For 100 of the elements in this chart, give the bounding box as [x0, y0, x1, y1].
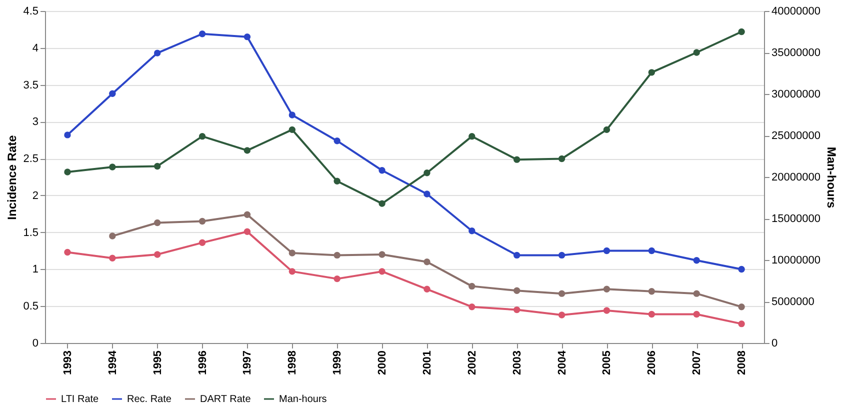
point	[424, 258, 430, 266]
point	[244, 211, 251, 218]
y-tick-label: 1	[32, 264, 38, 276]
point	[558, 290, 566, 297]
point	[109, 164, 116, 170]
point	[378, 200, 386, 207]
point	[378, 251, 386, 258]
y-tick-label: 3	[32, 116, 38, 128]
point	[603, 247, 610, 254]
x-tick-label: 2005	[601, 350, 614, 375]
point	[64, 248, 71, 256]
y-tick-label: 1.5	[23, 226, 38, 239]
point	[334, 275, 340, 282]
y-tick-label: 2.5	[23, 153, 38, 166]
point	[109, 232, 116, 240]
y2-axis-title: Man-hours	[824, 146, 838, 208]
point	[244, 147, 251, 154]
y2-tick-label: 10000000	[772, 254, 820, 266]
point	[244, 228, 251, 235]
point	[738, 266, 745, 273]
y-tick-label: 4	[32, 42, 38, 54]
y-axis-title: Incidence Rate	[5, 134, 20, 220]
point	[334, 252, 340, 259]
point	[198, 239, 206, 246]
point	[334, 178, 340, 184]
point	[378, 167, 386, 174]
x-tick-label: 1994	[106, 350, 119, 375]
point	[468, 228, 476, 234]
legend-label: Rec. Rate	[127, 394, 172, 405]
y2-tick-label: 35000000	[772, 47, 820, 59]
y2-tick-label: 25000000	[772, 130, 820, 142]
point	[154, 50, 161, 56]
point	[64, 168, 71, 176]
point	[648, 288, 656, 295]
y-tick-label: 0	[32, 338, 38, 350]
point	[513, 156, 520, 163]
point	[198, 132, 206, 140]
point	[154, 219, 161, 226]
point	[693, 290, 700, 297]
y-tick-label: 2	[32, 190, 38, 202]
x-tick-label: 2007	[691, 350, 704, 375]
y2-tick-label: 20000000	[772, 172, 820, 184]
y2-tick-label: 40000000	[772, 6, 820, 18]
y-tick-label: 4.5	[23, 6, 38, 18]
point	[154, 251, 161, 258]
point	[334, 138, 340, 144]
y-tick-label: 0.5	[23, 300, 38, 313]
point	[198, 30, 206, 38]
point	[738, 320, 745, 328]
point	[693, 257, 700, 264]
x-tick-label: 1993	[62, 350, 74, 375]
point	[424, 286, 430, 292]
point	[378, 268, 386, 275]
point	[603, 286, 610, 292]
point	[558, 155, 566, 162]
point	[424, 190, 430, 198]
point	[468, 132, 476, 140]
point	[468, 282, 476, 290]
point	[648, 69, 656, 76]
point	[288, 126, 296, 134]
x-tick-label: 2008	[736, 350, 748, 375]
point	[738, 28, 745, 36]
point	[648, 247, 656, 254]
point	[693, 310, 700, 318]
point	[109, 90, 116, 97]
legend-label: DART Rate	[200, 394, 252, 405]
point	[603, 307, 610, 314]
point	[109, 254, 116, 262]
point	[288, 250, 296, 256]
y2-tick-label: 0	[772, 338, 778, 350]
point	[513, 306, 520, 314]
x-tick-label: 1995	[152, 350, 164, 375]
point	[558, 312, 566, 318]
x-tick-label: 2001	[421, 350, 434, 375]
x-tick-label: 2003	[511, 350, 524, 375]
point	[424, 170, 430, 176]
y2-tick-label: 30000000	[772, 88, 820, 100]
x-tick-label: 2006	[646, 350, 658, 375]
point	[288, 112, 296, 118]
point	[693, 49, 700, 56]
point	[154, 162, 161, 170]
point	[468, 304, 476, 310]
point	[738, 304, 745, 310]
point	[513, 287, 520, 294]
point	[513, 252, 520, 259]
point	[244, 33, 251, 40]
legend-label: Man-hours	[279, 394, 327, 405]
y2-tick-label: 15000000	[772, 213, 820, 225]
x-tick-label: 1998	[286, 350, 299, 375]
point	[198, 218, 206, 225]
legend-label: LTI Rate	[61, 394, 100, 405]
x-tick-label: 1996	[196, 350, 209, 375]
x-tick-label: 2002	[466, 350, 478, 375]
point	[558, 252, 566, 259]
x-tick-label: 1997	[242, 350, 254, 375]
y-tick-label: 3.5	[23, 79, 38, 92]
point	[288, 268, 296, 275]
y2-tick-label: 5000000	[772, 296, 814, 308]
x-tick-label: 2004	[556, 350, 568, 375]
x-tick-label: 2000	[376, 350, 389, 375]
